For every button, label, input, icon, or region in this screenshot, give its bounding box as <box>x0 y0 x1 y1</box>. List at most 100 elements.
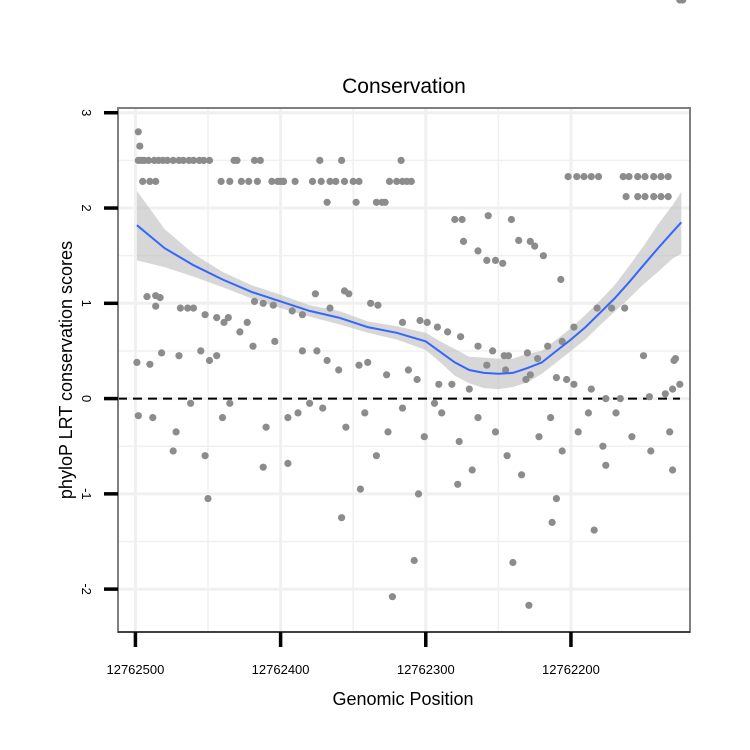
data-point <box>313 347 321 355</box>
data-point <box>175 352 183 360</box>
data-point <box>187 399 195 407</box>
data-point <box>342 423 350 431</box>
smooth-line <box>136 221 683 375</box>
data-point <box>557 275 565 284</box>
data-point <box>670 356 678 365</box>
data-point <box>639 352 648 360</box>
data-point <box>134 128 142 136</box>
x-tick-label: 12762400 <box>252 662 310 677</box>
data-point <box>316 156 324 164</box>
x-tick-label: 12762500 <box>106 662 164 677</box>
data-point <box>398 404 407 412</box>
data-point <box>317 177 325 185</box>
data-point <box>547 414 555 422</box>
data-point <box>172 428 180 436</box>
data-point <box>634 173 642 181</box>
data-point <box>205 356 214 365</box>
data-point <box>294 409 302 417</box>
data-point <box>416 316 424 325</box>
data-point <box>465 385 473 393</box>
data-point <box>332 177 340 185</box>
data-point <box>535 433 543 441</box>
data-point <box>552 495 561 503</box>
data-point <box>323 198 331 206</box>
data-point <box>679 0 687 4</box>
grid-lines <box>118 108 690 632</box>
data-point <box>525 601 533 609</box>
data-point <box>384 428 392 436</box>
data-point <box>230 156 238 164</box>
data-point <box>522 375 530 384</box>
data-point <box>423 318 431 326</box>
data-point <box>213 314 221 322</box>
data-point <box>374 301 382 309</box>
data-point <box>544 342 552 350</box>
data-point <box>483 361 491 369</box>
confidence-ribbon-group <box>136 190 682 390</box>
data-point <box>587 173 595 181</box>
data-point <box>243 318 251 326</box>
data-point <box>253 177 261 185</box>
data-point <box>531 242 539 250</box>
y-tick-label: 1 <box>79 300 94 307</box>
data-point <box>645 393 654 401</box>
data-point <box>474 414 482 422</box>
chart-title: Conservation <box>342 75 466 98</box>
data-point <box>144 156 153 164</box>
data-point <box>676 380 684 388</box>
data-point <box>602 461 610 469</box>
data-point <box>438 409 446 417</box>
data-point <box>625 173 633 181</box>
data-point <box>454 480 462 488</box>
data-point <box>664 173 672 181</box>
data-point <box>189 304 198 312</box>
data-point <box>217 177 225 185</box>
data-point <box>669 466 677 474</box>
data-point <box>143 293 151 301</box>
data-point <box>136 142 144 150</box>
data-point <box>213 352 221 360</box>
data-point <box>474 247 482 255</box>
data-point <box>149 414 157 422</box>
data-point <box>548 518 556 527</box>
data-point <box>634 193 642 201</box>
data-point <box>201 452 209 460</box>
data-point <box>570 380 578 388</box>
data-point <box>451 215 459 224</box>
y-tick-label: 3 <box>79 109 94 116</box>
data-point <box>504 352 513 360</box>
data-point <box>435 380 443 388</box>
data-point <box>197 347 205 355</box>
data-point <box>641 173 649 181</box>
data-point <box>455 437 463 446</box>
data-point <box>558 447 566 455</box>
data-point <box>326 177 334 185</box>
y-axis-title: phyloP LRT conservation scores <box>56 241 76 499</box>
data-point <box>507 215 515 224</box>
confidence-ribbon <box>136 190 682 390</box>
data-point <box>594 173 603 181</box>
data-point <box>146 360 154 368</box>
data-point <box>433 323 441 331</box>
data-point <box>218 414 227 422</box>
data-point <box>250 156 259 164</box>
data-point <box>398 318 407 326</box>
data-point <box>612 409 620 417</box>
data-point <box>628 433 636 441</box>
y-tick-label: 2 <box>79 204 94 211</box>
data-point <box>323 356 331 365</box>
data-point <box>580 173 588 181</box>
data-point <box>364 358 372 366</box>
data-point <box>515 236 523 244</box>
data-point <box>326 304 334 312</box>
data-point <box>201 311 209 319</box>
data-point <box>189 156 198 164</box>
data-point <box>491 256 500 264</box>
data-point <box>499 259 507 267</box>
data-point <box>249 342 257 350</box>
data-point <box>291 177 299 185</box>
data-point <box>584 409 593 417</box>
data-point <box>169 447 177 455</box>
y-tick-label: -1 <box>79 488 94 500</box>
data-point <box>372 198 380 206</box>
